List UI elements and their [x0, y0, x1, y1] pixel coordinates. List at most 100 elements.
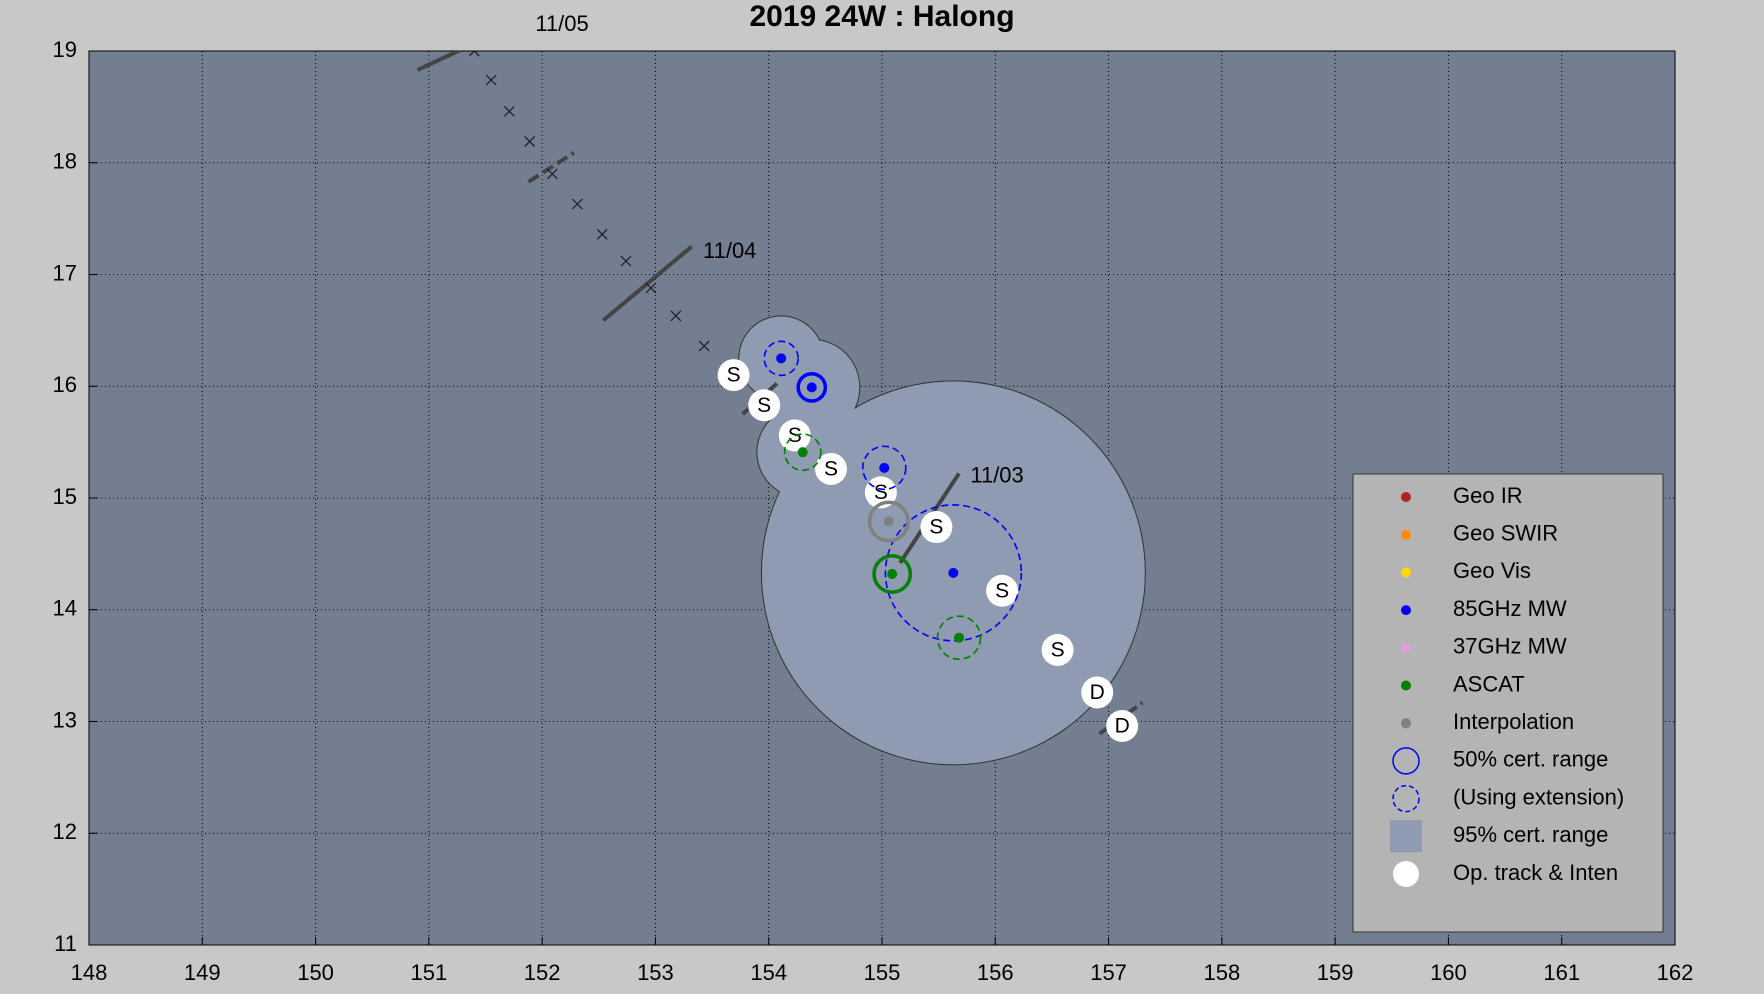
- op-track-point: [864, 476, 897, 509]
- x-tick-label: 150: [297, 960, 334, 985]
- legend-symbol: [1401, 529, 1411, 540]
- legend-label: Op. track & Inten: [1453, 860, 1618, 885]
- legend-label: 37GHz MW: [1453, 634, 1567, 659]
- track-marker: [620, 255, 632, 267]
- op-track-label: S: [824, 457, 838, 480]
- legend-symbol: [1392, 747, 1420, 775]
- legend-symbol: [1401, 680, 1411, 691]
- op-track-label: S: [757, 394, 771, 417]
- legend-symbol: [1401, 492, 1411, 502]
- fix-point: [797, 447, 808, 458]
- track-marker: [485, 74, 497, 86]
- time-mark: [416, 51, 462, 72]
- date-annotation: 11/04: [703, 238, 756, 263]
- chart-title: 2019 24W : Halong: [749, 0, 1014, 33]
- time-mark: [527, 151, 575, 184]
- y-tick-label: 18: [53, 149, 77, 174]
- y-tick-label: 17: [53, 260, 77, 285]
- track-marker: [596, 228, 608, 240]
- op-track-point: [778, 419, 811, 452]
- track-marker: [546, 168, 558, 180]
- legend-box: [1352, 473, 1664, 933]
- x-tick-label: 160: [1430, 960, 1467, 985]
- op-track-point: [920, 511, 953, 544]
- legend-label: Interpolation: [1453, 709, 1574, 734]
- fix-point: [954, 632, 965, 643]
- track-marker: [645, 282, 657, 294]
- legend-symbol: [1401, 567, 1411, 578]
- x-tick-label: 155: [864, 960, 901, 985]
- legend-label: 95% cert. range: [1453, 822, 1608, 847]
- certainty-50: [763, 340, 799, 377]
- x-tick-label: 156: [977, 960, 1014, 985]
- track-marker: [468, 51, 480, 57]
- certainty-50: [796, 372, 828, 403]
- x-tick-label: 154: [750, 960, 787, 985]
- op-track-label: S: [929, 516, 943, 539]
- fix-point: [887, 568, 898, 579]
- certainty-50: [783, 433, 822, 472]
- fix-point: [883, 516, 894, 527]
- op-track-label: S: [995, 579, 1009, 602]
- legend-label: Geo IR: [1453, 483, 1523, 508]
- certainty-50: [867, 500, 910, 543]
- track-marker: [503, 105, 515, 117]
- op-track-point: [1106, 709, 1139, 742]
- legend-label: Geo SWIR: [1453, 521, 1558, 546]
- y-tick-label: 15: [53, 484, 77, 509]
- legend-symbol: [1401, 605, 1411, 616]
- x-tick-label: 162: [1657, 960, 1694, 985]
- legend-label: 85GHz MW: [1453, 596, 1567, 621]
- legend-symbol: [1392, 784, 1420, 813]
- legend-symbol: [1390, 820, 1422, 853]
- fix-point: [776, 353, 787, 364]
- y-tick-label: 14: [53, 596, 77, 621]
- op-track-label: D: [1115, 715, 1130, 738]
- legend-label: ASCAT: [1453, 671, 1525, 696]
- x-tick-label: 149: [184, 960, 221, 985]
- legend-label: (Using extension): [1453, 784, 1624, 809]
- x-tick-label: 157: [1090, 960, 1127, 985]
- x-tick-label: 153: [637, 960, 674, 985]
- time-mark: [602, 245, 693, 322]
- fix-point: [948, 567, 959, 578]
- op-track-point: [815, 452, 848, 485]
- certainty-50: [936, 615, 982, 661]
- y-tick-label: 13: [53, 707, 77, 732]
- x-tick-label: 151: [410, 960, 447, 985]
- op-track-label: S: [727, 364, 741, 387]
- x-tick-label: 152: [524, 960, 561, 985]
- date-annotation: 11/03: [970, 463, 1023, 488]
- op-track-point: [1041, 633, 1074, 666]
- y-tick-label: 11: [54, 931, 77, 956]
- x-tick-label: 159: [1317, 960, 1354, 985]
- op-track-label: S: [1051, 639, 1065, 662]
- op-track-point: [1081, 676, 1114, 709]
- track-marker: [670, 310, 682, 322]
- op-track-label: S: [788, 424, 802, 447]
- fix-point: [879, 462, 890, 473]
- certainty-50: [861, 445, 907, 491]
- track-marker: [698, 340, 710, 352]
- fix-point: [806, 382, 817, 393]
- y-tick-label: 19: [53, 37, 77, 62]
- op-track-point: [717, 359, 750, 392]
- legend-label: Geo Vis: [1453, 558, 1531, 583]
- legend-symbol: [1401, 642, 1411, 653]
- op-track-label: S: [874, 481, 888, 504]
- certainty-50: [872, 554, 913, 594]
- y-tick-label: 16: [53, 372, 77, 397]
- y-tick-label: 12: [53, 819, 77, 844]
- track-marker: [571, 198, 583, 210]
- track-marker: [524, 136, 536, 147]
- op-track-point: [748, 389, 781, 422]
- legend-symbol: [1393, 861, 1419, 887]
- op-track-label: D: [1090, 681, 1105, 704]
- legend-label: 50% cert. range: [1453, 747, 1608, 772]
- x-tick-label: 158: [1203, 960, 1240, 985]
- x-tick-label: 161: [1543, 960, 1580, 985]
- certainty-50: [884, 504, 1023, 642]
- legend-symbol: [1401, 718, 1411, 729]
